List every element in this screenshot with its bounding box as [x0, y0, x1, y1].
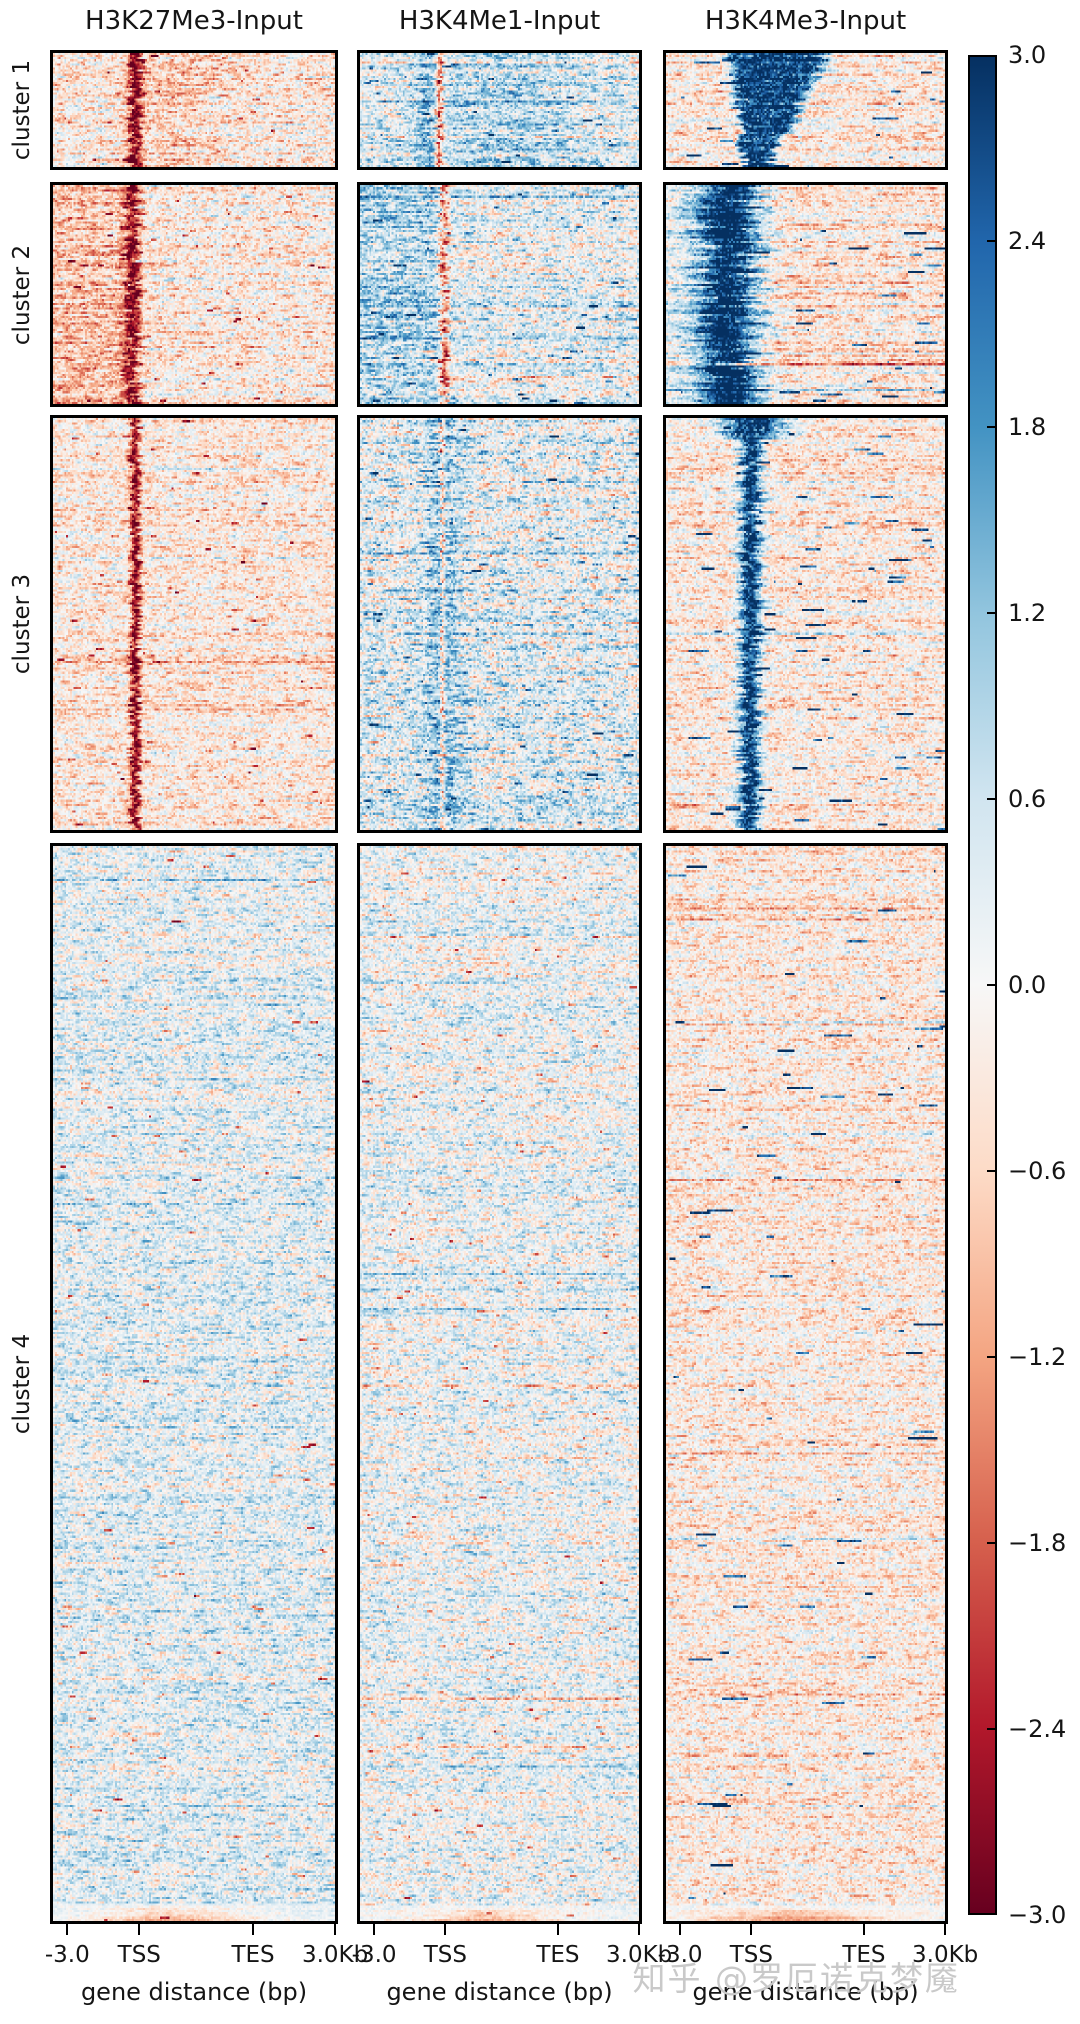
x-axis-tick-mark [679, 1924, 682, 1935]
x-axis-tick-mark [252, 1924, 255, 1935]
heatmap-canvas [53, 185, 335, 404]
heatmap-panel-cluster1-sample1 [50, 50, 338, 170]
x-axis-label: gene distance (bp) [386, 1978, 613, 2006]
colorbar-tick-mark [987, 984, 996, 986]
x-tick-label: TES [231, 1942, 275, 1968]
heatmap-panel-cluster1-sample2 [357, 50, 642, 170]
colorbar-tick-label: −0.6 [1008, 1157, 1067, 1185]
heatmap-panel-cluster2-sample1 [50, 182, 338, 407]
panel-title: H3K27Me3-Input [85, 6, 303, 36]
x-tick-label: 3.0Kb [912, 1942, 979, 1968]
heatmap-canvas [360, 418, 639, 830]
colorbar-tick-mark [987, 1728, 996, 1730]
heatmap-panel-cluster3-sample1 [50, 415, 338, 833]
x-axis-tick-mark [334, 1924, 337, 1935]
colorbar-tick-label: −1.2 [1008, 1343, 1067, 1371]
heatmap-canvas [666, 418, 945, 830]
heatmap-panel-cluster4-sample1 [50, 843, 338, 1924]
x-axis-tick-mark [556, 1924, 559, 1935]
colorbar-tick-label: 1.2 [1008, 599, 1047, 627]
heatmap-canvas [53, 418, 335, 830]
x-axis-tick-mark [750, 1924, 753, 1935]
panel-title: H3K4Me3-Input [704, 6, 907, 36]
watermark-text: 知乎 @罗厄诺克梦魇 [632, 1959, 960, 1998]
x-tick-label: TSS [117, 1942, 161, 1968]
x-tick-label: -3.0 [44, 1942, 90, 1968]
heatmap-canvas [360, 846, 639, 1921]
colorbar-tick-mark [987, 612, 996, 614]
colorbar-tick-label: 0.6 [1008, 785, 1047, 813]
x-axis-tick-mark [862, 1924, 865, 1935]
x-axis-tick-mark [944, 1924, 947, 1935]
x-axis-tick-mark [138, 1924, 141, 1935]
heatmap-canvas [53, 846, 335, 1921]
colorbar-tick-label: 3.0 [1008, 41, 1047, 69]
colorbar-tick-label: −2.4 [1008, 1715, 1067, 1743]
colorbar-tick-mark [987, 798, 996, 800]
heatmap-panel-cluster4-sample2 [357, 843, 642, 1924]
x-axis-tick-mark [66, 1924, 69, 1935]
x-axis-tick-mark [444, 1924, 447, 1935]
colorbar-tick-label: 2.4 [1008, 227, 1047, 255]
cluster-label: cluster 1 [9, 59, 35, 161]
x-tick-label: 3.0Kb [606, 1942, 673, 1968]
colorbar-tick-label: 0.0 [1008, 971, 1047, 999]
colorbar-tick-label: −3.0 [1008, 1901, 1067, 1929]
heatmap-panel-cluster3-sample2 [357, 415, 642, 833]
x-tick-label: -3.0 [351, 1942, 397, 1968]
heatmap-panel-cluster3-sample3 [663, 415, 948, 833]
x-axis-tick-mark [638, 1924, 641, 1935]
x-tick-label: TES [536, 1942, 580, 1968]
cluster-label: cluster 4 [9, 1333, 35, 1434]
x-tick-label: TSS [423, 1942, 467, 1968]
x-tick-label: -3.0 [657, 1942, 703, 1968]
colorbar-tick-mark [987, 240, 996, 242]
heatmap-canvas [360, 53, 639, 167]
heatmap-canvas [360, 185, 639, 404]
colorbar-tick-mark [987, 1170, 996, 1172]
heatmap-canvas [666, 185, 945, 404]
colorbar-tick-label: −1.8 [1008, 1529, 1067, 1557]
colorbar-tick-mark [987, 1542, 996, 1544]
colorbar-tick-mark [987, 1356, 996, 1358]
heatmap-canvas [666, 53, 945, 167]
x-tick-label: TSS [729, 1942, 773, 1968]
colorbar-tick-mark [987, 426, 996, 428]
cluster-label: cluster 3 [9, 573, 35, 675]
heatmap-panel-cluster1-sample3 [663, 50, 948, 170]
colorbar-tick-label: 1.8 [1008, 413, 1047, 441]
heatmap-panel-cluster2-sample2 [357, 182, 642, 407]
x-axis-label: gene distance (bp) [692, 1978, 919, 2006]
heatmap-canvas [666, 846, 945, 1921]
panel-title: H3K4Me1-Input [398, 6, 601, 36]
cluster-label: cluster 2 [9, 244, 35, 345]
x-tick-label: TES [842, 1942, 886, 1968]
x-axis-tick-mark [373, 1924, 376, 1935]
heatmap-canvas [53, 53, 335, 167]
x-axis-label: gene distance (bp) [80, 1978, 308, 2006]
heatmap-panel-cluster4-sample3 [663, 843, 948, 1924]
heatmap-panel-cluster2-sample3 [663, 182, 948, 407]
x-tick-label: 3.0Kb [301, 1942, 369, 1968]
